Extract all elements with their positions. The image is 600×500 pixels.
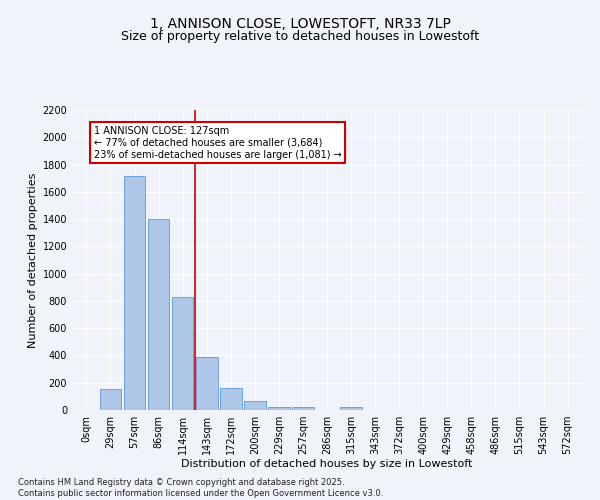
Y-axis label: Number of detached properties: Number of detached properties <box>28 172 38 348</box>
Bar <box>340 406 362 410</box>
Bar <box>268 406 290 410</box>
Text: Contains HM Land Registry data © Crown copyright and database right 2025.
Contai: Contains HM Land Registry data © Crown c… <box>18 478 383 498</box>
Bar <box>172 297 193 410</box>
Text: 1 ANNISON CLOSE: 127sqm
← 77% of detached houses are smaller (3,684)
23% of semi: 1 ANNISON CLOSE: 127sqm ← 77% of detache… <box>94 126 341 160</box>
Bar <box>100 389 121 410</box>
Bar <box>196 357 218 410</box>
X-axis label: Distribution of detached houses by size in Lowestoft: Distribution of detached houses by size … <box>181 458 473 468</box>
Bar <box>124 176 145 410</box>
Bar <box>220 388 242 410</box>
Text: Size of property relative to detached houses in Lowestoft: Size of property relative to detached ho… <box>121 30 479 43</box>
Bar <box>244 401 266 410</box>
Bar <box>292 408 314 410</box>
Text: 1, ANNISON CLOSE, LOWESTOFT, NR33 7LP: 1, ANNISON CLOSE, LOWESTOFT, NR33 7LP <box>149 18 451 32</box>
Bar <box>148 219 169 410</box>
